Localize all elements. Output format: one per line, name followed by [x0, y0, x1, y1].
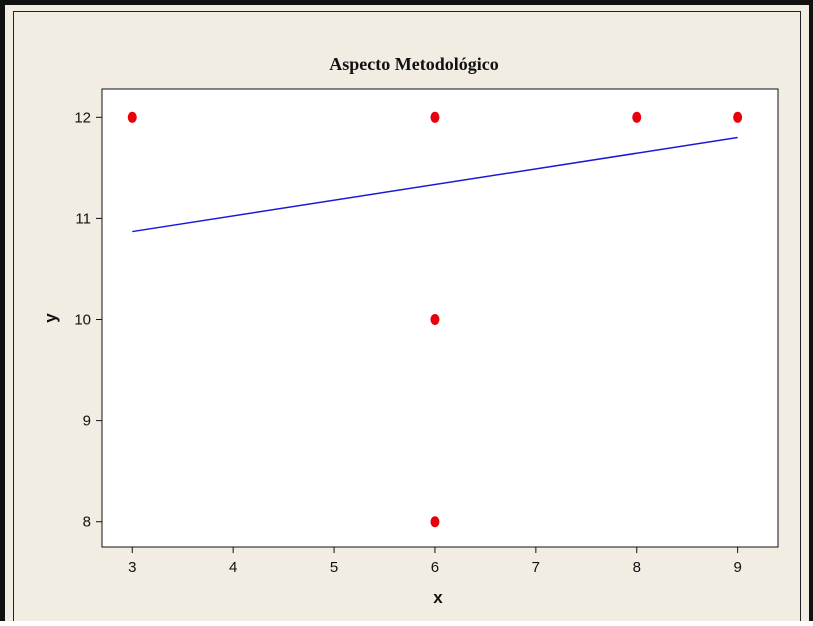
x-tick-label-5: 5: [330, 559, 338, 576]
x-tick-label-9: 9: [733, 559, 741, 576]
data-points: [127, 111, 743, 528]
y-tick-label-12: 12: [74, 109, 91, 126]
x-tick-label-8: 8: [633, 559, 641, 576]
y-tick-label-11: 11: [75, 210, 91, 227]
x-tick-label-7: 7: [532, 559, 540, 576]
x-tick-label-3: 3: [128, 559, 136, 576]
y-axis: 8 9 10 11 12: [74, 109, 102, 531]
x-axis: 3 4 5 6 7 8 9: [128, 547, 742, 576]
data-point-6: [733, 111, 743, 123]
y-tick-label-8: 8: [83, 514, 91, 531]
data-point-1: [127, 111, 137, 123]
data-point-2: [430, 111, 440, 123]
x-axis-label: x: [433, 588, 443, 607]
plot-area: [101, 88, 779, 548]
chart-title: Aspecto Metodológico: [329, 54, 498, 74]
data-point-5: [632, 111, 642, 123]
fit-line: [132, 136, 738, 233]
y-tick-label-10: 10: [74, 312, 91, 329]
x-tick-label-4: 4: [229, 559, 237, 576]
y-tick-label-9: 9: [83, 413, 91, 430]
y-axis-label: y: [41, 313, 60, 323]
chart-border: [13, 11, 801, 621]
data-point-3: [430, 314, 440, 326]
x-tick-label-6: 6: [431, 559, 439, 576]
data-point-4: [430, 516, 440, 528]
